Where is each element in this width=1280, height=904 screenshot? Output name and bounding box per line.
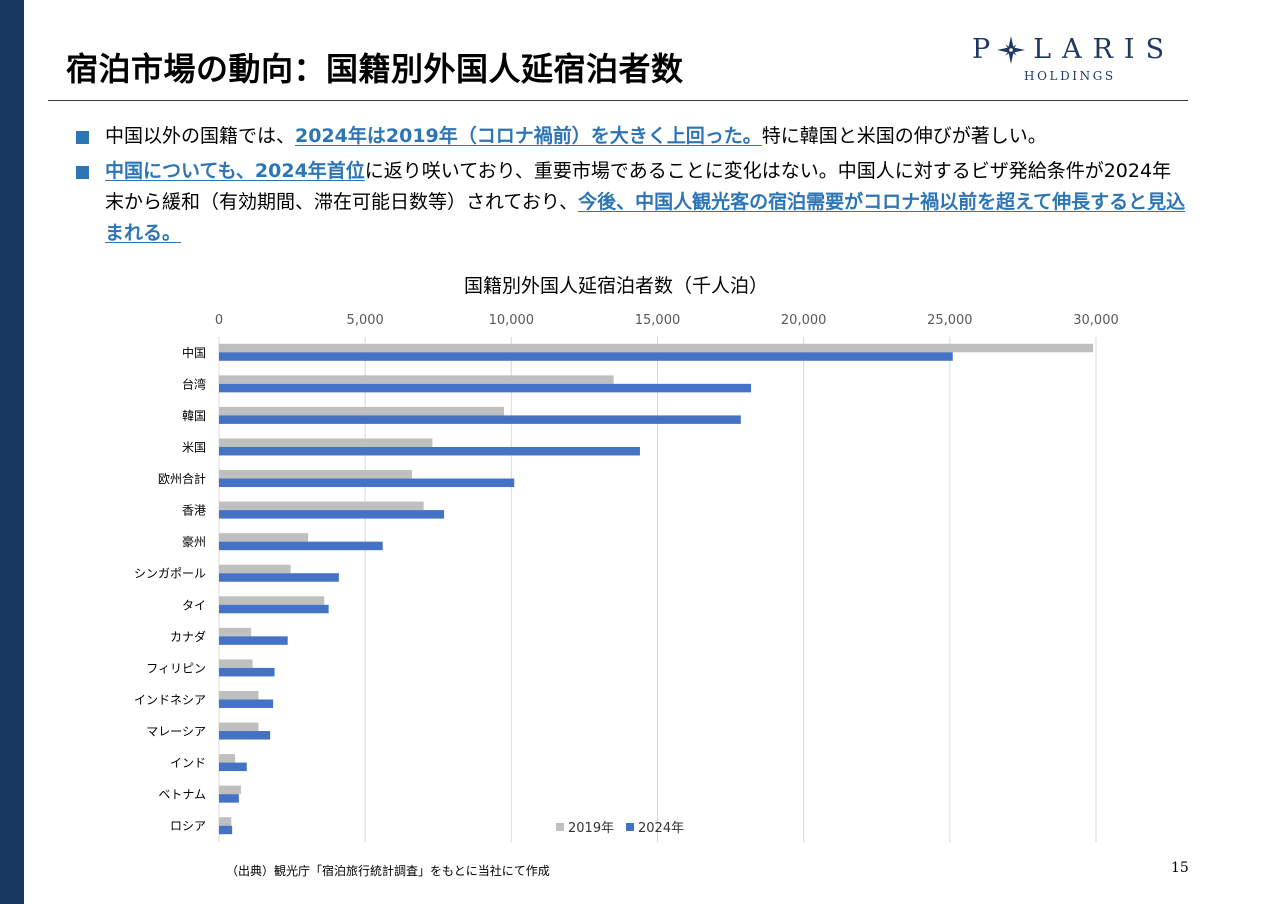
- bar-series-1: [219, 533, 309, 542]
- bar-series-2: [219, 415, 741, 424]
- x-tick-label: 20,000: [781, 313, 827, 328]
- x-tick-label: 0: [215, 313, 223, 328]
- category-label: 欧州合計: [158, 471, 206, 486]
- category-label: 豪州: [182, 534, 206, 549]
- bar-series-1: [219, 596, 325, 605]
- bar-series-1: [219, 564, 291, 574]
- bar-series-2: [219, 541, 383, 551]
- bar-series-2: [219, 762, 247, 772]
- category-label: 香港: [182, 504, 206, 518]
- source-note: （出典）観光庁「宿泊旅行統計調査」をもとに当社にて作成: [226, 864, 550, 878]
- bar-series-2: [219, 731, 271, 740]
- title-divider: [48, 100, 1188, 101]
- x-tick-label: 10,000: [489, 313, 535, 328]
- x-tick-label: 25,000: [927, 313, 973, 328]
- bar-series-1: [219, 406, 505, 416]
- bullet-item: 中国以外の国籍では、2024年は2019年（コロナ禍前）を大きく上回った。特に韓…: [76, 121, 1186, 152]
- chart-title: 国籍別外国人延宿泊者数（千人泊）: [463, 275, 768, 297]
- legend-label: 2019年: [568, 821, 614, 836]
- bar-series-2: [219, 383, 752, 393]
- category-label: インド: [170, 756, 206, 770]
- bar-series-1: [219, 659, 253, 668]
- bullet-highlight: 今後、中国人観光客の宿泊需要がコロナ禍以前を超えて伸長すると見込まれる。: [105, 191, 1186, 244]
- bar-series-1: [219, 722, 259, 732]
- bullet-highlight: 中国についても、2024年首位: [105, 160, 365, 182]
- side-accent-bar: [0, 0, 24, 904]
- category-label: 台湾: [182, 376, 206, 391]
- category-label: フィリピン: [146, 661, 206, 675]
- slide-title: 宿泊市場の動向：国籍別外国人延宿泊者数: [66, 50, 684, 88]
- bar-series-1: [219, 375, 614, 384]
- category-label: ロシア: [170, 819, 206, 833]
- bullet-list: 中国以外の国籍では、2024年は2019年（コロナ禍前）を大きく上回った。特に韓…: [76, 121, 1186, 253]
- bullet-square-icon: [76, 131, 89, 144]
- x-tick-label: 15,000: [635, 313, 681, 328]
- bar-chart: 0 5,000 10,000 15,000 20,000 25,000 30,000 中国台湾…: [134, 313, 1119, 842]
- bar-series-1: [219, 438, 433, 447]
- bar-series-1: [219, 627, 252, 637]
- category-label: 米国: [182, 440, 206, 454]
- bar-series-1: [219, 754, 236, 763]
- bar-series-2: [219, 573, 339, 582]
- bar-series-1: [219, 817, 232, 826]
- bullet-highlight: 2024年は2019年（コロナ禍前）を大きく上回った。: [295, 125, 762, 147]
- bullet-item: 中国についても、2024年首位に返り咲いており、重要市場であることに変化はない。…: [76, 156, 1186, 249]
- bar-series-2: [219, 604, 329, 614]
- category-label: 韓国: [182, 409, 206, 423]
- legend-label: 2024年: [638, 821, 684, 836]
- bar-series-2: [219, 510, 445, 519]
- category-label: 中国: [182, 345, 206, 360]
- compass-star-icon: [997, 35, 1026, 64]
- bar-series-2: [219, 794, 239, 803]
- bar-series-2: [219, 699, 274, 708]
- bar-series-1: [219, 785, 241, 795]
- bar-series-1: [219, 690, 259, 700]
- legend-swatch: [626, 823, 634, 831]
- legend-swatch: [556, 823, 564, 831]
- x-tick-label: 30,000: [1073, 313, 1119, 328]
- category-label: インドネシア: [134, 693, 206, 707]
- category-label: カナダ: [170, 629, 206, 644]
- bar-series-2: [219, 825, 233, 835]
- bullet-text: 中国以外の国籍では、: [105, 125, 296, 147]
- bar-series-2: [219, 667, 275, 677]
- category-label: マレーシア: [146, 725, 206, 739]
- bar-series-1: [219, 343, 1094, 353]
- category-label: シンガポール: [134, 567, 206, 581]
- bar-series-2: [219, 636, 288, 645]
- x-tick-label: 5,000: [347, 313, 384, 328]
- logo-letter-p: P: [972, 34, 1002, 65]
- bullet-text: 特に韓国と米国の伸びが著しい。: [761, 125, 1047, 147]
- bar-series-2: [219, 352, 953, 361]
- bullet-square-icon: [76, 166, 89, 179]
- bar-series-2: [219, 478, 515, 488]
- company-logo: P LARIS HOLDINGS: [972, 34, 1172, 90]
- category-label: ベトナム: [158, 788, 206, 802]
- page-number: 15: [1171, 860, 1189, 876]
- logo-letters-laris: LARIS: [1033, 34, 1176, 65]
- logo-wordmark: P LARIS: [972, 34, 1175, 65]
- category-label: タイ: [182, 598, 206, 612]
- bar-series-2: [219, 446, 640, 456]
- logo-subtitle: HOLDINGS: [1024, 69, 1116, 83]
- bar-series-1: [219, 470, 412, 479]
- bar-series-1: [219, 501, 424, 511]
- bullet-text: に返り咲いており、重要市場であることに変化はない。中国人に対するビザ発給条件が2…: [105, 160, 1172, 213]
